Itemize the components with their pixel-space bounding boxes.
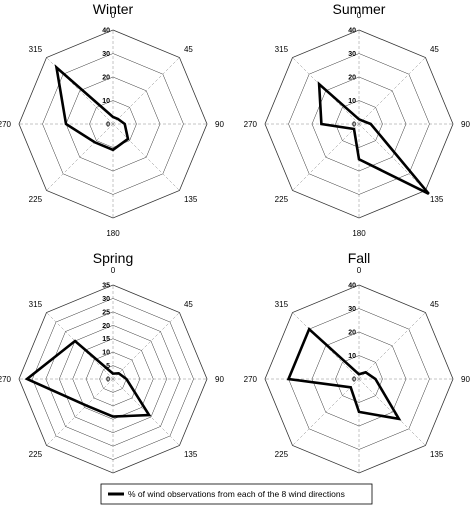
direction-label: 45 (430, 300, 439, 309)
ring-label: 0 (352, 377, 356, 384)
direction-label: 225 (275, 450, 289, 459)
ring-label: 20 (102, 323, 110, 330)
legend: % of wind observations from each of the … (100, 483, 373, 505)
chart-title: Fall (348, 250, 371, 266)
grid-ring (335, 355, 383, 403)
ring-label: 30 (348, 306, 356, 313)
ring-label: 0 (352, 122, 356, 129)
direction-label: 135 (430, 450, 444, 459)
direction-label: 90 (461, 375, 470, 384)
ring-label: 40 (348, 283, 356, 290)
direction-label: 45 (184, 45, 193, 54)
direction-label: 45 (430, 45, 439, 54)
direction-label: 0 (357, 11, 362, 20)
direction-label: 135 (184, 195, 198, 204)
grid-ring (18, 284, 208, 474)
grid-spoke (112, 123, 180, 191)
direction-label: 0 (357, 266, 362, 275)
direction-label: 315 (29, 45, 43, 54)
wind-rose-spring: 0510152025303504590135180225270315Spring (0, 250, 224, 493)
ring-label: 30 (348, 51, 356, 58)
direction-label: 90 (215, 375, 224, 384)
series-polygon (317, 81, 430, 195)
ring-label: 5 (106, 363, 110, 370)
series-polygon (24, 339, 152, 418)
grid-ring (59, 325, 167, 433)
ring-label: 20 (348, 75, 356, 82)
chart-title: Summer (333, 1, 386, 17)
ring-label: 40 (102, 28, 110, 35)
grid-ring (264, 284, 454, 474)
chart-title: Winter (93, 1, 134, 17)
direction-label: 135 (184, 450, 198, 459)
grid-spoke (358, 123, 426, 191)
grid-ring (89, 100, 137, 148)
direction-label: 0 (111, 266, 116, 275)
series-polygon (54, 64, 130, 152)
chart-title: Spring (93, 250, 133, 266)
grid-spoke (112, 312, 180, 380)
direction-label: 90 (461, 120, 470, 129)
direction-label: 270 (244, 375, 258, 384)
ring-label: 35 (102, 283, 110, 290)
grid-ring (99, 365, 127, 393)
ring-label: 10 (348, 98, 356, 105)
grid-spoke (46, 57, 114, 125)
grid-spoke (358, 312, 426, 380)
direction-label: 180 (106, 229, 120, 238)
ring-label: 20 (102, 75, 110, 82)
ring-label: 25 (102, 309, 110, 316)
ring-label: 20 (348, 330, 356, 337)
wind-rose-fall: 01020304004590135180225270315Fall (244, 250, 471, 493)
legend-box (100, 483, 373, 505)
grid-spoke (112, 57, 180, 125)
legend-label: % of wind observations from each of the … (128, 489, 345, 499)
grid-spoke (46, 123, 114, 191)
grid-ring (18, 29, 208, 219)
ring-label: 10 (102, 98, 110, 105)
direction-label: 315 (275, 300, 289, 309)
direction-label: 180 (352, 229, 366, 238)
ring-label: 0 (106, 122, 110, 129)
grid-ring (264, 29, 454, 219)
direction-label: 315 (29, 300, 43, 309)
grid-spoke (292, 123, 360, 191)
direction-label: 45 (184, 300, 193, 309)
ring-label: 30 (102, 296, 110, 303)
ring-label: 30 (102, 51, 110, 58)
wind-rose-summer: 0 10 20 30 40 0 45 90 135 180 225 270 315 Summer (244, 1, 471, 238)
direction-label: 90 (215, 120, 224, 129)
grid-spoke (292, 378, 360, 446)
ring-label: 15 (102, 336, 110, 343)
wind-rose-winter: 0 10 20 30 40 0 45 90 135 180 225 270 315 Winter (0, 1, 224, 238)
grid-spoke (358, 57, 426, 125)
direction-label: 135 (430, 195, 444, 204)
series-polygon (286, 326, 402, 421)
direction-label: 270 (244, 120, 258, 129)
grid-spoke (358, 378, 426, 446)
ring-label: 10 (348, 353, 356, 360)
grid-spoke (46, 378, 114, 446)
ring-label: 40 (348, 28, 356, 35)
ring-label: 10 (102, 350, 110, 357)
direction-label: 225 (29, 195, 43, 204)
direction-label: 270 (0, 375, 12, 384)
direction-label: 315 (275, 45, 289, 54)
direction-label: 0 (111, 11, 116, 20)
ring-label: 0 (106, 377, 110, 384)
direction-label: 225 (275, 195, 289, 204)
grid-ring (335, 100, 383, 148)
direction-label: 225 (29, 450, 43, 459)
direction-label: 270 (0, 120, 12, 129)
